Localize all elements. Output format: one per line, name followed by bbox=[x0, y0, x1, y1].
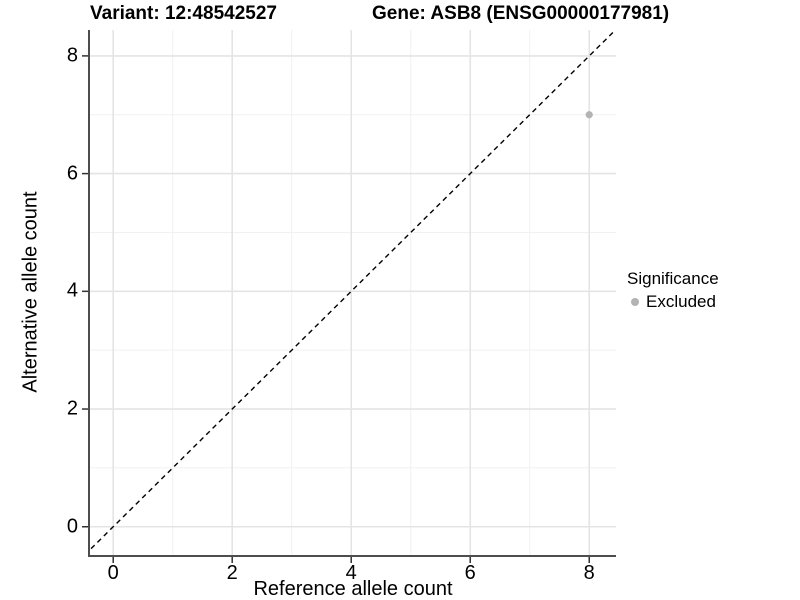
y-tick-label: 4 bbox=[66, 279, 78, 302]
plot-title-gene: Gene: ASB8 (ENSG00000177981) bbox=[372, 3, 670, 24]
x-tick-label: 8 bbox=[583, 562, 595, 584]
major-gridlines bbox=[90, 30, 616, 555]
y-tick-label: 0 bbox=[66, 515, 78, 538]
x-tick-label: 2 bbox=[226, 562, 238, 584]
minor-gridlines bbox=[90, 30, 616, 555]
data-points bbox=[585, 111, 593, 119]
legend-item-excluded: Excluded bbox=[627, 292, 719, 312]
axis-lines bbox=[88, 30, 616, 557]
x-tick-label: 0 bbox=[107, 562, 119, 584]
y-tick-label: 8 bbox=[66, 44, 78, 67]
legend: Significance Excluded bbox=[627, 269, 719, 312]
legend-title: Significance bbox=[627, 269, 719, 288]
tick-marks bbox=[82, 55, 590, 563]
y-tick-label: 2 bbox=[66, 397, 78, 420]
y-tick-label: 6 bbox=[66, 162, 78, 185]
plot-title-variant: Variant: 12:48542527 bbox=[90, 3, 277, 24]
y-axis-title: Alternative allele count bbox=[19, 191, 42, 393]
x-tick-label: 6 bbox=[464, 562, 476, 584]
x-tick-label: 4 bbox=[345, 562, 357, 584]
legend-item-label: Excluded bbox=[646, 292, 716, 311]
excluded-point-icon bbox=[631, 298, 639, 306]
scatter-point bbox=[585, 111, 593, 119]
identity-dashed-line bbox=[90, 30, 616, 551]
x-axis-title: Reference allele count bbox=[253, 578, 453, 600]
